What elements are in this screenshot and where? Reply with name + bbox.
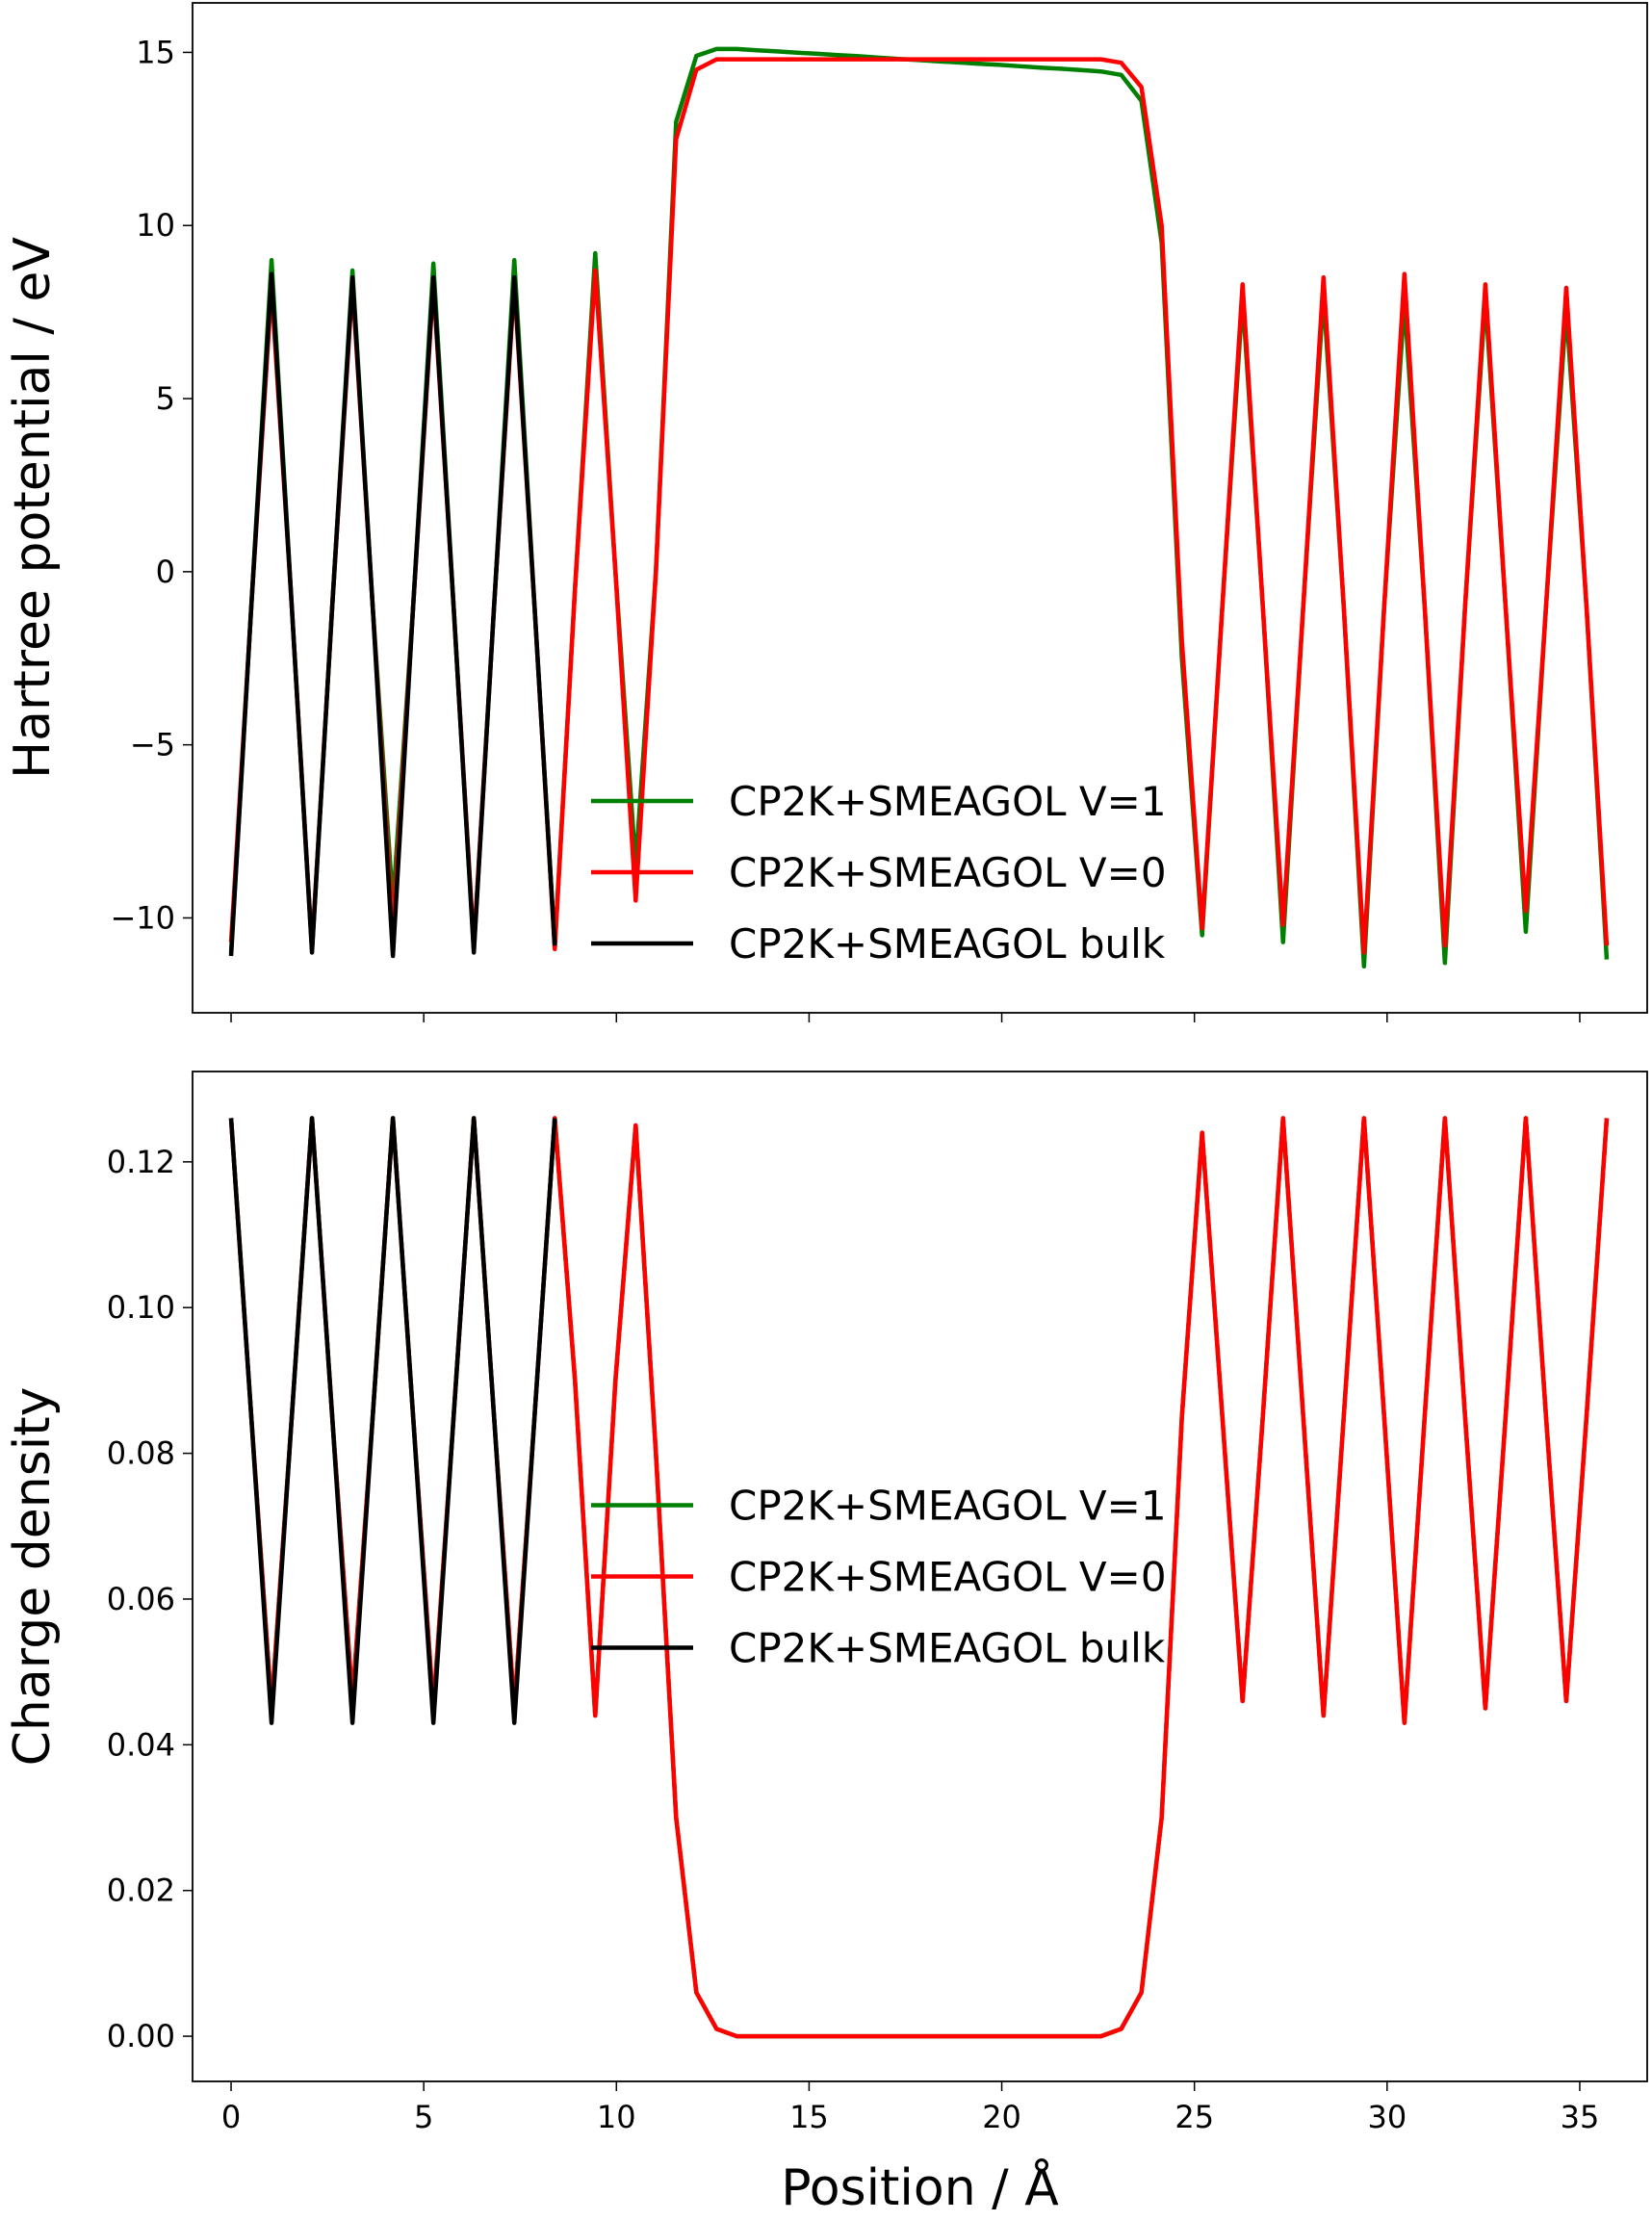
x-tick-label: 30 xyxy=(1367,2099,1407,2135)
y-tick-label: 10 xyxy=(136,207,175,244)
x-tick-label: 5 xyxy=(414,2099,433,2135)
y-tick-label: −5 xyxy=(130,727,175,763)
legend-label: CP2K+SMEAGOL V=1 xyxy=(729,1483,1167,1530)
y-tick-label: 0 xyxy=(156,554,175,590)
y-tick-label: 0.08 xyxy=(107,1435,175,1472)
legend-label: CP2K+SMEAGOL bulk xyxy=(729,920,1166,968)
x-tick-label: 20 xyxy=(982,2099,1021,2135)
series-line xyxy=(228,46,1610,969)
legend-label: CP2K+SMEAGOL V=1 xyxy=(729,778,1167,825)
x-tick-label: 10 xyxy=(597,2099,636,2135)
x-axis-label: Position / Å xyxy=(781,2157,1059,2217)
y-tick-label: 0.02 xyxy=(107,1872,175,1909)
y-tick-label: 0.10 xyxy=(107,1289,175,1326)
x-tick-label: 35 xyxy=(1561,2099,1600,2135)
x-tick-label: 0 xyxy=(221,2099,241,2135)
legend-label: CP2K+SMEAGOL V=0 xyxy=(729,849,1167,896)
axes-frame xyxy=(192,1071,1648,2082)
y-tick-label: 0.00 xyxy=(107,2018,175,2054)
y-tick-label: 0.12 xyxy=(107,1144,175,1180)
y-tick-label: 5 xyxy=(156,380,175,417)
legend-label: CP2K+SMEAGOL V=0 xyxy=(729,1554,1167,1601)
legend-label: CP2K+SMEAGOL bulk xyxy=(729,1625,1166,1672)
axes-frame xyxy=(192,2,1648,1014)
series-line xyxy=(228,271,557,959)
x-tick-label: 25 xyxy=(1174,2099,1214,2135)
y-axis-label: Hartree potential / eV xyxy=(4,237,62,779)
y-tick-label: 0.04 xyxy=(107,1726,175,1763)
y-axis-label: Charge density xyxy=(4,1387,62,1767)
x-tick-label: 15 xyxy=(789,2099,829,2135)
series-line xyxy=(228,1116,557,1725)
y-tick-label: −10 xyxy=(110,899,175,936)
y-tick-label: 15 xyxy=(136,34,175,70)
y-tick-label: 0.06 xyxy=(107,1581,175,1617)
